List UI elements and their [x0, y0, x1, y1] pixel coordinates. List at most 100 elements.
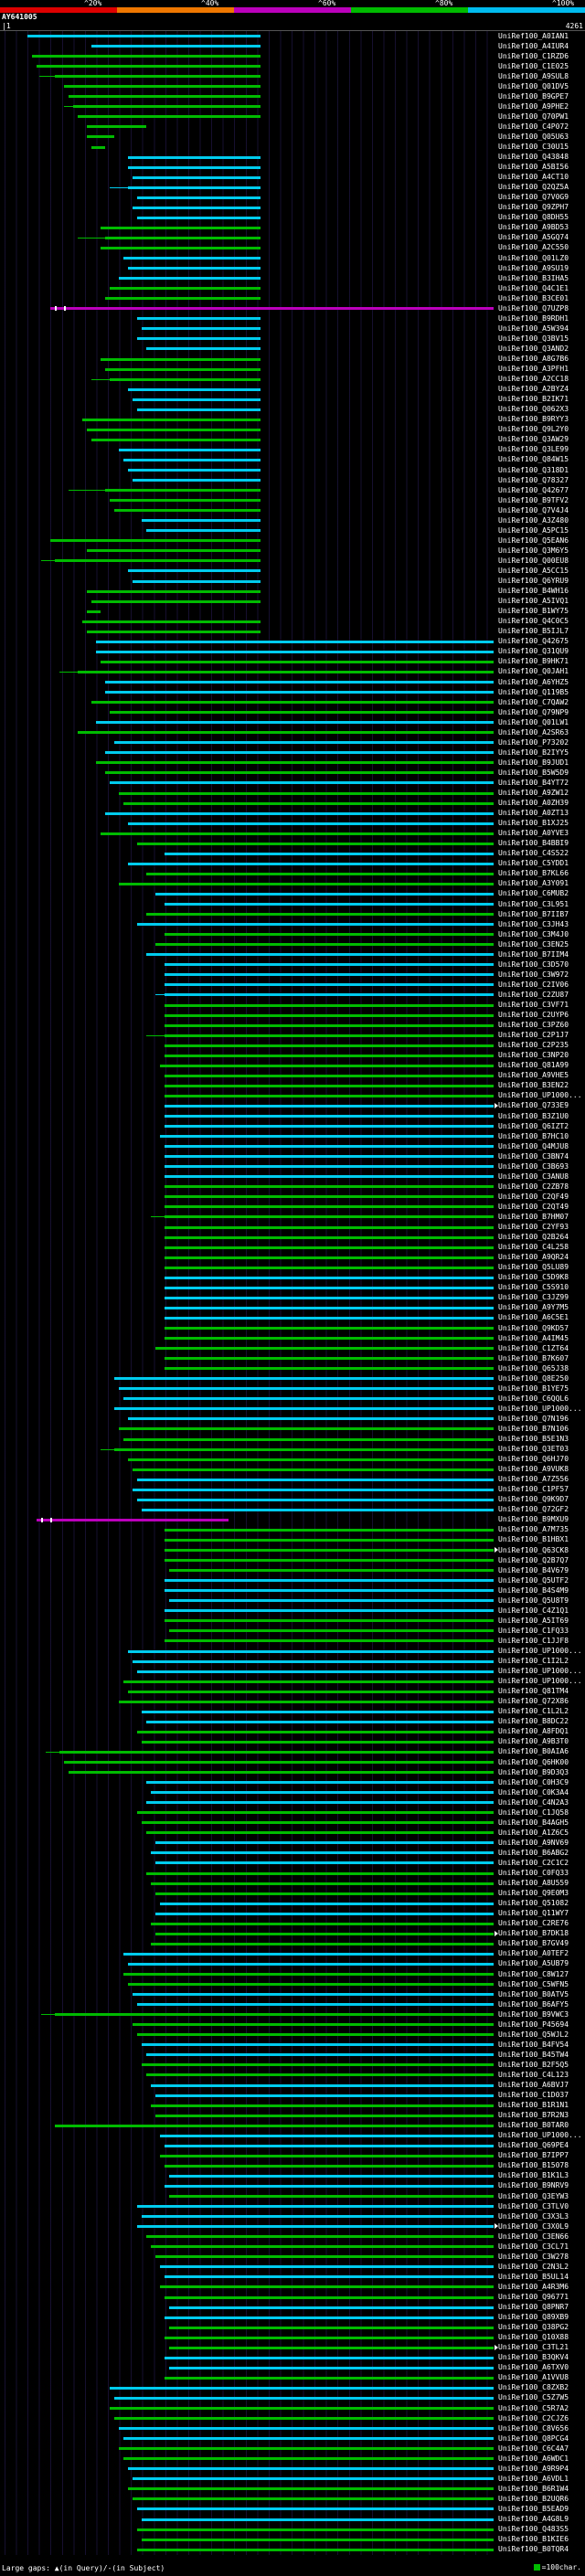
hit-bar[interactable]: [137, 1498, 494, 1501]
hit-bar[interactable]: [165, 993, 494, 997]
hit-label[interactable]: UniRef100_C2UYP6: [498, 1011, 569, 1020]
hit-bar[interactable]: [165, 1286, 494, 1289]
hit-bar[interactable]: [110, 377, 261, 381]
hit-bar[interactable]: [165, 1549, 494, 1553]
hit-label[interactable]: UniRef100_UP1000...: [498, 1677, 582, 1686]
hit-bar[interactable]: [77, 670, 494, 673]
hit-label[interactable]: UniRef100_B1WY75: [498, 607, 569, 616]
hit-bar[interactable]: [165, 1185, 494, 1189]
hit-label[interactable]: UniRef100_B0TAR0: [498, 2121, 569, 2130]
hit-bar[interactable]: [145, 529, 261, 533]
hit-label[interactable]: UniRef100_A0ZT13: [498, 809, 569, 818]
hit-bar[interactable]: [133, 398, 261, 401]
hit-label[interactable]: UniRef100_Q89XB9: [498, 2313, 569, 2322]
hit-label[interactable]: UniRef100_B4S4M9: [498, 1585, 569, 1595]
hit-label[interactable]: UniRef100_A9VUK8: [498, 1465, 569, 1474]
hit-bar[interactable]: [128, 387, 261, 391]
hit-bar[interactable]: [128, 1983, 494, 1987]
hit-label[interactable]: UniRef100_Q78327: [498, 475, 569, 484]
hit-bar[interactable]: [32, 55, 261, 58]
hit-bar[interactable]: [100, 660, 494, 663]
hit-bar[interactable]: [119, 882, 494, 885]
hit-bar[interactable]: [145, 1831, 494, 1835]
hit-label[interactable]: UniRef100_Q6HJ70: [498, 1455, 569, 1464]
hit-label[interactable]: UniRef100_Q70PW1: [498, 111, 569, 121]
hit-label[interactable]: UniRef100_B9GPE7: [498, 91, 569, 101]
hit-label[interactable]: UniRef100_A0TEF2: [498, 1949, 569, 1958]
hit-label[interactable]: UniRef100_B4BBI9: [498, 839, 569, 848]
hit-label[interactable]: UniRef100_Q483S5: [498, 2525, 569, 2534]
hit-label[interactable]: UniRef100_Q2B7Q7: [498, 1555, 569, 1564]
hit-label[interactable]: UniRef100_A9Y7M5: [498, 1303, 569, 1312]
hit-bar[interactable]: [145, 1781, 494, 1785]
hit-label[interactable]: UniRef100_C3ANU8: [498, 1171, 569, 1181]
hit-label[interactable]: UniRef100_B5UL14: [498, 2272, 569, 2281]
hit-label[interactable]: UniRef100_UP1000...: [498, 1091, 582, 1100]
hit-label[interactable]: UniRef100_B3Z1U0: [498, 1111, 569, 1120]
hit-bar[interactable]: [55, 75, 261, 79]
hit-bar[interactable]: [49, 539, 261, 543]
hit-bar[interactable]: [165, 1337, 494, 1341]
hit-bar[interactable]: [169, 2346, 494, 2349]
hit-label[interactable]: UniRef100_Q42675: [498, 637, 569, 646]
hit-label[interactable]: UniRef100_B5E1N3: [498, 1435, 569, 1444]
hit-label[interactable]: UniRef100_Q5LU89: [498, 1263, 569, 1272]
hit-label[interactable]: UniRef100_Q00EU8: [498, 556, 569, 565]
hit-bar[interactable]: [137, 2507, 494, 2511]
hit-bar[interactable]: [122, 2437, 494, 2441]
hit-bar[interactable]: [155, 1841, 494, 1845]
hit-bar[interactable]: [90, 438, 261, 441]
hit-label[interactable]: UniRef100_Q05U63: [498, 132, 569, 141]
hit-label[interactable]: UniRef100_C5D9K8: [498, 1273, 569, 1282]
hit-bar[interactable]: [142, 519, 261, 523]
hit-label[interactable]: UniRef100_A4CT10: [498, 173, 569, 182]
hit-bar[interactable]: [122, 1680, 494, 1683]
hit-label[interactable]: UniRef100_B4AGH5: [498, 1818, 569, 1827]
hit-label[interactable]: UniRef100_C5WFN5: [498, 1979, 569, 1988]
hit-bar[interactable]: [142, 2063, 494, 2067]
hit-bar[interactable]: [169, 2306, 494, 2309]
hit-bar[interactable]: [150, 1882, 494, 1885]
hit-bar[interactable]: [105, 771, 494, 775]
hit-label[interactable]: UniRef100_Q3AW29: [498, 435, 569, 444]
hit-bar[interactable]: [86, 610, 101, 613]
hit-bar[interactable]: [160, 2265, 494, 2269]
hit-bar[interactable]: [137, 2225, 494, 2229]
hit-bar[interactable]: [105, 236, 261, 239]
hit-bar[interactable]: [128, 267, 261, 270]
hit-label[interactable]: UniRef100_C2P235: [498, 1041, 569, 1050]
hit-label[interactable]: UniRef100_A9ZW12: [498, 789, 569, 798]
hit-label[interactable]: UniRef100_B1K1L3: [498, 2171, 569, 2180]
hit-bar[interactable]: [165, 1367, 494, 1371]
hit-label[interactable]: UniRef100_Q01LZ0: [498, 253, 569, 262]
hit-label[interactable]: UniRef100_C5S910: [498, 1283, 569, 1292]
hit-label[interactable]: UniRef100_Q38PG2: [498, 2323, 569, 2332]
hit-label[interactable]: UniRef100_Q72X86: [498, 1697, 569, 1706]
hit-bar[interactable]: [150, 2083, 494, 2087]
hit-bar[interactable]: [110, 2407, 494, 2411]
hit-bar[interactable]: [122, 257, 261, 260]
hit-bar[interactable]: [128, 1649, 494, 1653]
hit-label[interactable]: UniRef100_B3CE01: [498, 293, 569, 302]
hit-label[interactable]: UniRef100_Q5EAN6: [498, 535, 569, 545]
hit-label[interactable]: UniRef100_A0IAN1: [498, 31, 569, 40]
hit-label[interactable]: UniRef100_Q318D1: [498, 465, 569, 474]
hit-bar[interactable]: [165, 2376, 494, 2380]
hit-label[interactable]: UniRef100_B7IIM4: [498, 949, 569, 959]
hit-bar[interactable]: [155, 2114, 494, 2117]
hit-bar[interactable]: [137, 2003, 494, 2007]
hit-label[interactable]: UniRef100_C1L2L2: [498, 1707, 569, 1716]
hit-label[interactable]: UniRef100_A6BVJ7: [498, 2081, 569, 2090]
hit-label[interactable]: UniRef100_C3X3L3: [498, 2211, 569, 2221]
hit-label[interactable]: UniRef100_B1HBX1: [498, 1535, 569, 1544]
hit-bar[interactable]: [95, 761, 494, 765]
hit-bar[interactable]: [133, 1488, 494, 1491]
hit-bar[interactable]: [73, 105, 261, 109]
hit-bar[interactable]: [142, 1740, 494, 1744]
hit-label[interactable]: UniRef100_C3X0L9: [498, 2221, 569, 2231]
hit-bar[interactable]: [165, 1003, 494, 1007]
hit-label[interactable]: UniRef100_C2C1C2: [498, 1858, 569, 1867]
hit-bar[interactable]: [118, 1700, 494, 1703]
hit-bar[interactable]: [137, 1730, 494, 1733]
hit-bar[interactable]: [160, 1064, 494, 1067]
